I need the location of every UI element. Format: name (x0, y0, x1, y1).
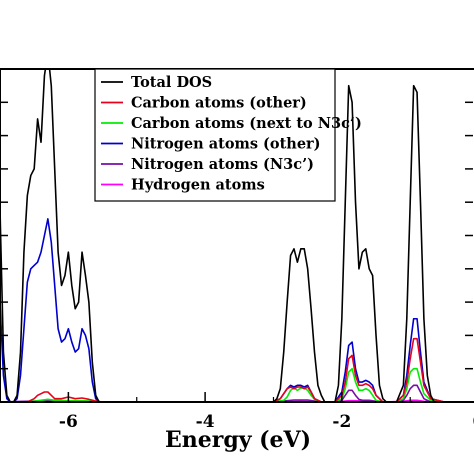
legend-box (94, 68, 336, 202)
series-line-0 (0, 69, 474, 402)
legend-label-0: Total DOS (131, 74, 212, 91)
legend-label-2: Carbon atoms (next to N3c’) (131, 115, 362, 132)
legend-label-3: Nitrogen atoms (other) (131, 136, 321, 153)
legend-label-1: Carbon atoms (other) (131, 95, 307, 112)
legend: Total DOS Carbon atoms (other) Carbon atom… (94, 68, 362, 202)
series-line-4 (0, 384, 474, 402)
x-tick-label-2: -2 (332, 412, 351, 432)
x-tick-label-0: -6 (59, 412, 78, 432)
series-line-1 (0, 337, 474, 402)
x-axis-title: Energy (eV) (165, 427, 311, 453)
x-tick-label-1: -4 (196, 412, 215, 432)
x-tick-labels: -6 -4 -2 0 (59, 412, 474, 432)
series-line-3 (0, 218, 474, 402)
legend-label-5: Hydrogen atoms (131, 177, 265, 194)
axis-ticks (0, 101, 473, 402)
x-tick-label-3: 0 (473, 412, 474, 432)
legend-label-4: Nitrogen atoms (N3c’) (131, 156, 314, 173)
